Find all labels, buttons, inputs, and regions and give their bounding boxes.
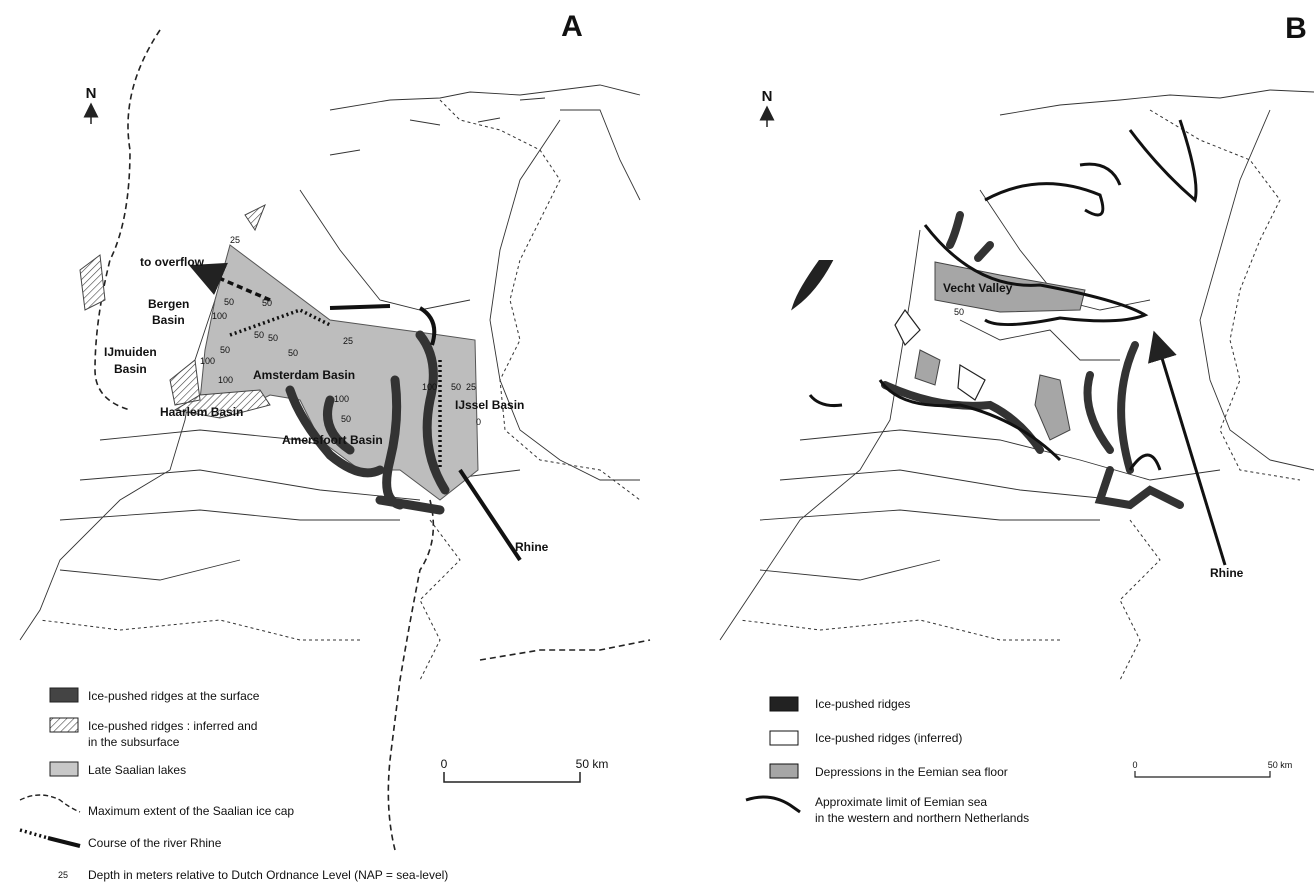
place-label: IJssel Basin (455, 398, 524, 412)
ice-pushed-ridges (795, 262, 830, 305)
place-label: Vecht Valley (943, 281, 1013, 295)
legend-swatch (770, 731, 798, 745)
legend-swatch (20, 795, 80, 812)
legend-label: Ice-pushed ridges (815, 697, 910, 711)
legend-label: Maximum extent of the Saalian ice cap (88, 804, 294, 818)
depth-label: 50 (288, 348, 298, 358)
panel-b: B N Vecht Valley 50 Rhine Ice-pushed rid… (720, 12, 1314, 825)
legend-swatch (50, 762, 78, 776)
legend-swatch (48, 838, 80, 846)
depth-label: 0 (476, 417, 481, 427)
coastline (720, 90, 1314, 640)
figure: A N to overflow Bergen Basin IJmuiden Ba… (0, 0, 1314, 885)
depth-label: 50 (954, 307, 964, 317)
legend-label: Ice-pushed ridges : inferred and (88, 719, 257, 733)
depth-label: 25 (466, 382, 476, 392)
legend-label: Depth in meters relative to Dutch Ordnan… (88, 868, 448, 882)
depth-label: 50 (254, 330, 264, 340)
scale-label: 50 km (1268, 760, 1293, 770)
depth-label: 100 (218, 375, 233, 385)
depth-label: 25 (343, 336, 353, 346)
legend-label: in the subsurface (88, 735, 180, 749)
legend-label: Approximate limit of Eemian sea (815, 795, 987, 809)
legend-label: Course of the river Rhine (88, 836, 222, 850)
place-label: Basin (152, 313, 185, 327)
north-label: N (86, 85, 97, 102)
scale-bar (1135, 771, 1270, 777)
depth-label: 100 (422, 382, 437, 392)
place-label: Rhine (1210, 566, 1244, 580)
legend-label: Ice-pushed ridges at the surface (88, 689, 260, 703)
legend-swatch (50, 718, 78, 732)
legend-label: Ice-pushed ridges (inferred) (815, 731, 962, 745)
depth-label: 25 (230, 235, 240, 245)
place-label: Amsterdam Basin (253, 368, 355, 382)
legend-swatch (20, 830, 48, 838)
islands (330, 98, 545, 155)
depth-label: 50 (220, 345, 230, 355)
scale-label: 50 km (576, 757, 609, 771)
legend-label: Depressions in the Eemian sea floor (815, 765, 1008, 779)
place-label: Bergen (148, 297, 189, 311)
depth-label: 50 (268, 333, 278, 343)
legend-swatch (770, 697, 798, 711)
legend-label: in the western and northern Netherlands (815, 811, 1029, 825)
scale-label: 0 (441, 757, 448, 771)
depth-label: 50 (341, 414, 351, 424)
depth-label: 50 (262, 298, 272, 308)
legend-label: Late Saalian lakes (88, 763, 186, 777)
north-label: N (762, 88, 773, 105)
place-label: Rhine (515, 540, 549, 554)
place-label: Amersfoort Basin (282, 433, 383, 447)
panel-letter: B (1285, 12, 1307, 45)
legend-swatch (746, 797, 800, 812)
panel-letter: A (561, 10, 583, 43)
depth-label: 100 (334, 394, 349, 404)
rhine-arrow (1158, 345, 1225, 565)
legend-swatch (770, 764, 798, 778)
legend-swatch (50, 688, 78, 702)
place-label: Basin (114, 362, 147, 376)
depth-label: 50 (451, 382, 461, 392)
place-label: IJmuiden (104, 345, 157, 359)
place-label: to overflow (140, 255, 205, 269)
depth-label: 100 (200, 356, 215, 366)
inferred-ridges (895, 310, 985, 400)
legend-label: 25 (58, 870, 68, 880)
place-label: Haarlem Basin (160, 405, 243, 419)
panel-a: A N to overflow Bergen Basin IJmuiden Ba… (20, 10, 650, 882)
depth-label: 100 (212, 311, 227, 321)
depth-label: 50 (224, 297, 234, 307)
scale-label: 0 (1132, 760, 1137, 770)
scale-bar (444, 772, 580, 782)
